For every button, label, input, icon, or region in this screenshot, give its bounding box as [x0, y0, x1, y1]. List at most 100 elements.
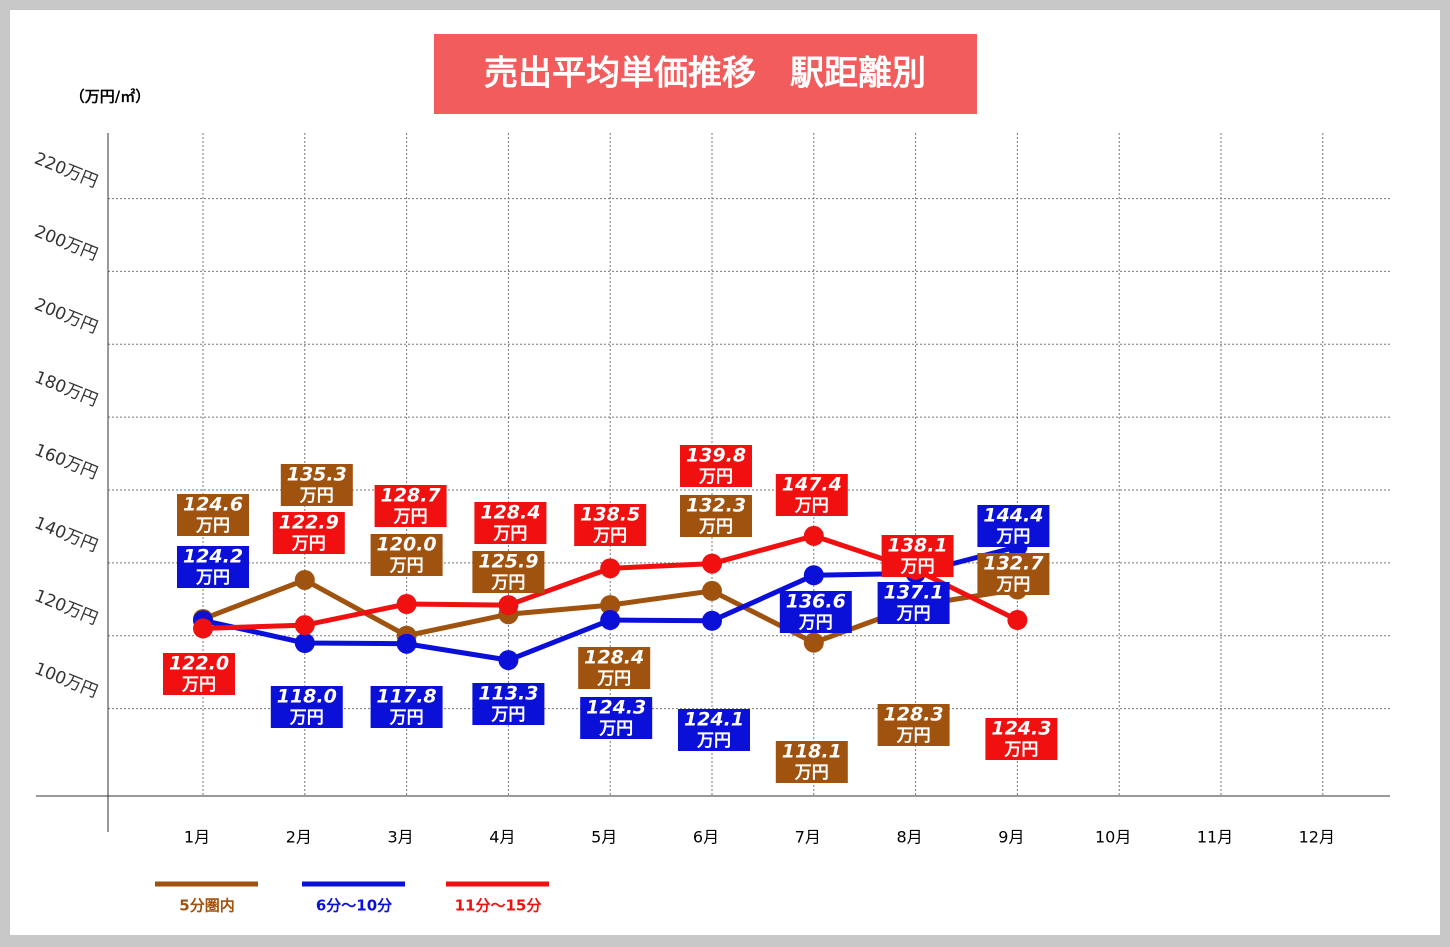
point	[702, 580, 722, 601]
data-label-unit: 万円	[490, 705, 525, 725]
point	[600, 595, 621, 616]
data-label: 136.6	[786, 591, 846, 613]
data-label-unit: 万円	[195, 516, 230, 536]
x-tick-label: 5月	[591, 828, 617, 847]
data-label-box	[775, 741, 848, 783]
data-label: 124.2	[183, 546, 243, 568]
data-label-unit: 万円	[389, 556, 424, 576]
point	[498, 595, 519, 616]
data-label-box	[370, 534, 443, 576]
data-label-box	[977, 505, 1050, 547]
data-label-box	[177, 546, 249, 588]
point	[498, 650, 519, 671]
data-label-unit: 万円	[289, 708, 324, 728]
data-label: 117.8	[377, 686, 437, 708]
data-label-box	[272, 512, 345, 554]
data-label: 113.3	[478, 683, 538, 705]
data-label-box	[574, 504, 647, 546]
data-label-unit: 万円	[698, 517, 733, 537]
data-label-unit: 万円	[195, 568, 230, 588]
data-label: 128.3	[884, 704, 944, 726]
point	[294, 615, 315, 636]
title-box	[434, 34, 977, 114]
data-label-box	[877, 704, 950, 746]
data-label-unit: 万円	[299, 486, 334, 506]
data-label: 138.5	[580, 504, 640, 526]
data-label: 124.1	[684, 709, 744, 731]
point	[600, 610, 621, 631]
data-label: 122.0	[169, 653, 229, 675]
data-label-unit: 万円	[696, 731, 731, 751]
x-tick-label: 6月	[693, 828, 719, 847]
data-label-unit: 万円	[598, 719, 633, 739]
data-label-unit: 万円	[1003, 740, 1038, 760]
data-label: 144.4	[983, 505, 1043, 527]
x-tick-label: 7月	[795, 828, 821, 847]
data-label: 124.6	[183, 494, 243, 516]
data-label: 132.3	[686, 495, 746, 517]
data-label: 118.1	[782, 741, 842, 763]
data-label-unit: 万円	[798, 613, 833, 633]
data-label-box	[877, 582, 950, 624]
point	[294, 633, 315, 653]
data-label: 139.8	[686, 445, 746, 467]
point	[803, 565, 824, 586]
data-label-box	[680, 445, 752, 487]
x-tick-label: 8月	[897, 828, 923, 847]
data-label-box	[775, 474, 848, 516]
data-label-unit: 万円	[896, 726, 931, 746]
data-label-unit: 万円	[900, 557, 935, 577]
data-label: 147.4	[782, 474, 842, 496]
data-label-unit: 万円	[698, 467, 733, 487]
data-label-box	[678, 709, 750, 751]
y-axis-label: （万円/㎡）	[70, 88, 150, 106]
data-label-box	[985, 718, 1058, 760]
point	[600, 558, 621, 579]
data-label-unit: 万円	[490, 573, 525, 593]
data-label-box	[881, 535, 954, 577]
data-label: 122.9	[279, 512, 339, 534]
data-label-box	[177, 494, 249, 536]
data-label: 128.4	[584, 647, 644, 669]
data-label-box	[580, 697, 653, 739]
x-tick-label: 11月	[1197, 828, 1233, 847]
x-tick-label: 2月	[286, 828, 312, 847]
point	[396, 633, 417, 654]
data-label-box	[578, 647, 651, 689]
data-label-unit: 万円	[393, 507, 428, 527]
data-label: 118.0	[277, 686, 337, 708]
point	[396, 594, 417, 615]
point	[803, 525, 824, 546]
point	[803, 632, 824, 653]
data-label-box	[270, 686, 343, 728]
data-label: 124.3	[586, 697, 646, 719]
data-label-unit: 万円	[492, 524, 527, 544]
data-label-unit: 万円	[794, 763, 829, 783]
data-label-box	[163, 653, 235, 695]
data-label: 132.7	[983, 553, 1044, 575]
point	[1007, 610, 1028, 631]
legend-label: 11分～15分	[455, 897, 542, 915]
x-tick-label: 1月	[184, 828, 210, 847]
data-label-box	[779, 591, 852, 633]
point	[294, 569, 315, 590]
data-label-box	[977, 553, 1050, 595]
x-tick-label: 10月	[1095, 828, 1131, 847]
data-label-unit: 万円	[794, 496, 829, 516]
legend-label: 6分～10分	[316, 897, 392, 915]
data-label-box	[472, 551, 545, 593]
data-label-box	[472, 683, 545, 725]
data-label-box	[474, 502, 547, 544]
point	[702, 610, 722, 631]
data-label: 125.9	[478, 551, 538, 573]
data-label-unit: 万円	[995, 575, 1030, 595]
data-label: 135.3	[287, 464, 347, 486]
data-label: 137.1	[884, 582, 944, 604]
data-label-box	[370, 686, 443, 728]
x-tick-label: 12月	[1299, 828, 1335, 847]
point	[193, 618, 213, 639]
data-label-box	[280, 464, 353, 506]
x-tick-label: 3月	[388, 828, 414, 847]
data-label: 128.4	[480, 502, 540, 524]
